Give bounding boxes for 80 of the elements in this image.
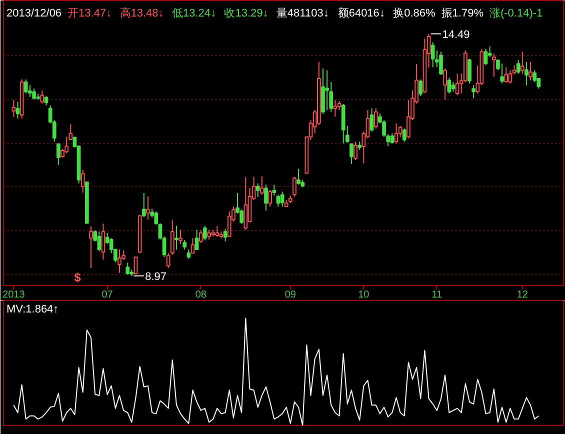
candlestick bbox=[223, 228, 228, 242]
candlestick bbox=[244, 176, 248, 230]
annotation: 14.49 bbox=[442, 28, 470, 41]
candlestick bbox=[190, 238, 195, 254]
candlestick bbox=[390, 132, 394, 144]
candlestick bbox=[64, 136, 69, 154]
candlestick bbox=[194, 229, 199, 250]
candlestick bbox=[492, 53, 496, 78]
text: 2013/12/06 开13.47↓ 高13.48↓ 低13.24↓ 收13.29↓ 量481103↓ 额64016↓ 换0.86% 振1.79% 涨(-0.14)-1 bbox=[6, 8, 543, 20]
candlestick bbox=[215, 225, 220, 238]
candlestick bbox=[101, 223, 106, 260]
candlestick bbox=[451, 82, 456, 92]
candlestick bbox=[227, 210, 232, 238]
candlestick bbox=[418, 78, 423, 97]
candlestick bbox=[207, 229, 211, 240]
candlestick bbox=[280, 191, 284, 208]
candlestick bbox=[430, 42, 435, 68]
candlestick bbox=[24, 78, 28, 94]
candlestick bbox=[142, 192, 146, 218]
x-tick-label: 2013 bbox=[2, 290, 26, 300]
candlestick bbox=[44, 96, 48, 106]
annotation: $ bbox=[74, 270, 82, 284]
x-tick-label: 12 bbox=[516, 290, 528, 300]
candlestick bbox=[276, 194, 280, 208]
candlestick bbox=[439, 51, 443, 76]
candlestick bbox=[333, 100, 338, 118]
candlestick bbox=[182, 239, 187, 250]
candlestick bbox=[118, 249, 122, 274]
candlestick bbox=[325, 70, 329, 111]
candlestick bbox=[40, 90, 44, 104]
x-tick-label: 08 bbox=[195, 290, 207, 300]
candlestick bbox=[272, 184, 276, 196]
candlestick bbox=[16, 101, 20, 119]
x-tick-label: 10 bbox=[358, 290, 370, 300]
candlestick bbox=[516, 60, 520, 74]
candlestick bbox=[80, 169, 85, 194]
candlestick bbox=[97, 231, 102, 252]
candlestick bbox=[402, 128, 406, 142]
candlestick bbox=[524, 61, 528, 86]
candlestick bbox=[89, 226, 93, 268]
candlestick bbox=[292, 176, 296, 197]
candlestick bbox=[443, 68, 447, 100]
candlestick bbox=[468, 58, 472, 84]
candlestick bbox=[186, 249, 191, 260]
candlestick bbox=[32, 88, 36, 100]
candlestick bbox=[203, 225, 207, 241]
candlestick bbox=[508, 70, 512, 84]
x-tick-label: 07 bbox=[102, 290, 114, 300]
candlestick bbox=[268, 189, 272, 208]
chart-title: MV:1.864↑ bbox=[6, 304, 59, 316]
x-tick-label: 11 bbox=[432, 290, 443, 300]
candlestick bbox=[256, 182, 260, 198]
candlestick bbox=[472, 84, 476, 99]
candlestick bbox=[178, 229, 182, 244]
candlestick bbox=[146, 196, 150, 220]
candlestick bbox=[394, 122, 398, 144]
candlestick bbox=[260, 176, 264, 196]
candlestick bbox=[56, 142, 60, 166]
candlestick bbox=[126, 262, 130, 276]
annotation: 8.97 bbox=[145, 270, 167, 283]
candlestick bbox=[500, 63, 504, 84]
candlestick bbox=[370, 108, 374, 132]
candlestick bbox=[484, 48, 488, 66]
x-tick-label: 09 bbox=[284, 290, 296, 300]
candlestick bbox=[447, 77, 452, 94]
candlestick bbox=[374, 108, 378, 130]
candlestick bbox=[134, 256, 138, 275]
candlestick bbox=[455, 73, 460, 96]
candlestick bbox=[12, 100, 16, 118]
candlestick bbox=[504, 66, 508, 83]
candlestick bbox=[528, 61, 532, 81]
candlestick bbox=[337, 100, 342, 111]
candlestick bbox=[198, 229, 203, 244]
candlestick bbox=[296, 168, 300, 186]
candlestick bbox=[264, 184, 268, 212]
candlestick bbox=[174, 225, 178, 250]
candlestick bbox=[354, 141, 358, 161]
candlestick bbox=[532, 70, 537, 83]
candlestick bbox=[350, 142, 354, 165]
candlestick bbox=[520, 51, 524, 74]
